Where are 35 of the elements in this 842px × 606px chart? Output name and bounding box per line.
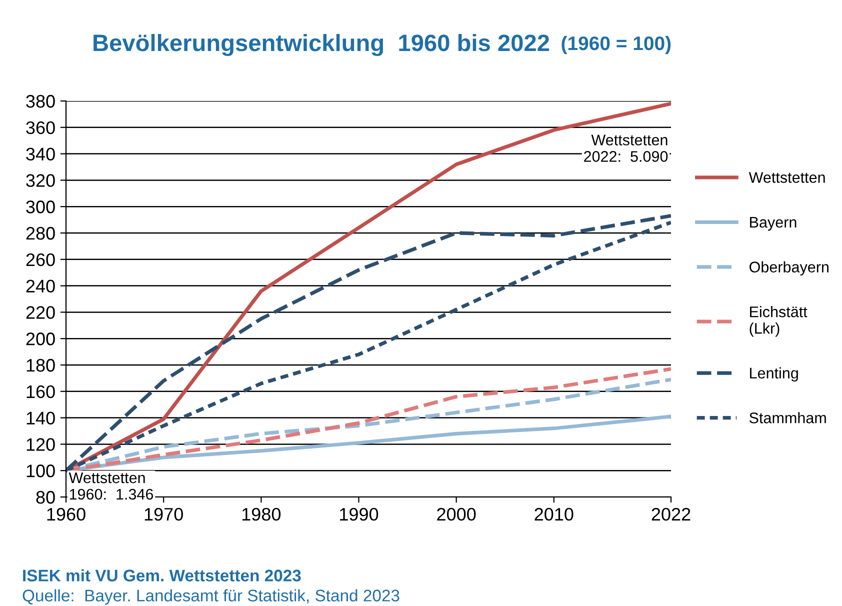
y-tick-label: 160 — [26, 385, 55, 398]
legend-label: Eichstätt (Lkr) — [750, 306, 808, 337]
y-tick-label: 140 — [26, 412, 55, 425]
legend-label: Wettstetten — [748, 172, 825, 183]
y-tick-label: 180 — [26, 358, 55, 372]
annotation: Wettstetten 2022: 5.090 — [584, 134, 668, 162]
legend-label: Lenting — [750, 367, 798, 382]
y-tick-label: 100 — [26, 464, 55, 478]
y-tick-label: 220 — [26, 306, 55, 319]
x-tick-label: 1990 — [340, 508, 378, 521]
y-tick-label: 120 — [26, 438, 55, 451]
y-tick-label: 260 — [26, 253, 55, 266]
text: ISEK mit VU Gem. Wettstetten 2023 — [23, 569, 301, 582]
x-tick-label: 1980 — [242, 508, 281, 521]
y-tick-label: 80 — [36, 490, 55, 504]
legend-label: Stammham — [749, 412, 826, 424]
y-tick-label: 340 — [26, 148, 55, 161]
annotation: Wettstetten 1960: 1.346 — [68, 472, 154, 500]
y-tick-label: 240 — [26, 280, 55, 293]
source-note: Quelle: Bayer. Landesamt für Statistik, Stand 2023 — [22, 589, 400, 605]
y-tick-label: 300 — [26, 200, 55, 214]
y-tick-label: 380 — [26, 94, 55, 108]
y-tick-label: 360 — [26, 121, 55, 134]
chart-title: Bevölkerungsentwicklung 1960 bis 2022 — [94, 34, 550, 56]
x-tick-label: 2022 — [652, 508, 690, 521]
x-tick-label: 1960 — [47, 508, 86, 521]
y-tick-label: 280 — [26, 226, 55, 240]
y-tick-label: 200 — [26, 332, 55, 346]
x-tick-label: 1970 — [144, 508, 183, 521]
x-tick-label: 2010 — [534, 508, 574, 521]
chart-subtitle: (1960 = 100) — [562, 36, 671, 54]
legend-label: Bayern — [750, 217, 796, 231]
x-tick-label: 2000 — [437, 508, 476, 521]
y-tick-label: 320 — [26, 174, 55, 187]
legend-label: Oberbayern — [750, 261, 828, 276]
